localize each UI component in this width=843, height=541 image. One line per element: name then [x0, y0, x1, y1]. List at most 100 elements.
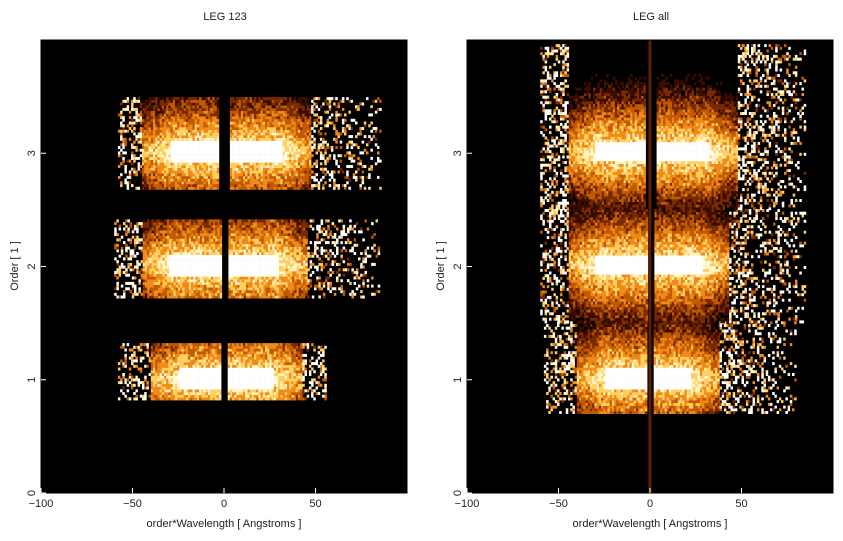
heat-cell	[210, 227, 214, 231]
heat-cell	[261, 235, 264, 239]
heat-cell	[183, 159, 187, 163]
heat-cell	[292, 295, 295, 299]
heat-cell	[336, 246, 339, 250]
heat-cell	[193, 284, 196, 288]
heat-cell	[194, 165, 198, 168]
heat-cell	[213, 252, 216, 255]
heat-cell	[188, 373, 191, 376]
heat-cell	[142, 260, 146, 264]
heat-cell	[232, 271, 236, 274]
heat-cell	[202, 257, 205, 261]
heat-cell	[216, 373, 220, 376]
heat-cell	[169, 241, 172, 245]
heat-cell	[175, 370, 178, 374]
heat-cell	[315, 173, 318, 177]
heat-cell	[303, 284, 306, 288]
heat-cell	[166, 279, 170, 283]
heat-cell	[297, 392, 301, 395]
heat-cell	[199, 271, 203, 274]
heat-cell	[240, 373, 244, 376]
heat-cell	[278, 386, 281, 390]
heat-cell	[249, 362, 253, 366]
heat-cell	[175, 175, 178, 179]
heat-cell	[193, 241, 196, 245]
heat-cell	[256, 356, 259, 360]
heat-cell	[168, 162, 171, 166]
heat-cell	[180, 279, 183, 283]
heat-cell	[157, 159, 160, 163]
heat-cell	[186, 230, 190, 234]
heat-cell	[267, 246, 271, 250]
heat-cell	[305, 265, 308, 269]
heat-cell	[282, 364, 286, 368]
heat-cell	[250, 252, 253, 255]
heat-cell	[278, 356, 281, 360]
heat-cell	[217, 230, 220, 234]
heat-cell	[134, 290, 137, 294]
heat-cell	[214, 378, 217, 382]
heat-cell	[194, 383, 198, 387]
heat-cell	[214, 173, 217, 177]
heat-cell	[218, 389, 222, 393]
heat-cell	[128, 170, 132, 174]
heat-cell	[276, 181, 279, 185]
heat-cell	[170, 375, 174, 379]
heat-cell	[259, 287, 262, 291]
heat-cell	[196, 348, 200, 352]
heat-cell	[203, 375, 206, 379]
heat-cell	[175, 397, 178, 401]
heat-cell	[210, 246, 214, 250]
heat-cell	[160, 271, 163, 274]
heat-cell	[208, 262, 212, 266]
heat-cell	[361, 165, 365, 168]
heat-cell	[186, 257, 190, 261]
heat-cell	[180, 276, 183, 280]
heat-cell	[210, 165, 213, 168]
heat-cell	[263, 222, 266, 226]
heat-cell	[217, 281, 220, 285]
heat-cell	[230, 284, 234, 288]
heat-cell	[175, 252, 179, 255]
heat-cell	[289, 241, 293, 245]
heat-cell	[273, 362, 277, 366]
heat-cell	[265, 262, 269, 266]
heat-cell	[193, 276, 196, 280]
heat-cell	[168, 383, 171, 387]
heat-cell	[188, 364, 191, 368]
heat-cell	[186, 290, 190, 294]
heat-cell	[263, 233, 266, 236]
heat-cell	[127, 227, 130, 231]
heat-cell	[294, 262, 297, 266]
heat-cell	[177, 262, 181, 266]
heat-cell	[256, 175, 259, 179]
heat-cell	[147, 281, 150, 285]
heat-cell	[355, 276, 359, 280]
heat-cell	[169, 276, 172, 280]
heat-cell	[171, 235, 174, 239]
heat-cell	[153, 364, 156, 368]
heat-cell	[287, 268, 291, 272]
heat-cell	[195, 246, 198, 250]
heat-cell	[247, 184, 250, 188]
heat-cell	[183, 383, 187, 387]
heat-cell	[199, 167, 202, 171]
heat-cell	[319, 348, 323, 352]
heat-cell	[202, 273, 205, 277]
heat-cell	[249, 162, 253, 166]
heat-cell	[179, 186, 182, 190]
heat-cell	[212, 394, 215, 398]
heat-cell	[197, 230, 201, 234]
heat-cell	[170, 378, 174, 382]
heat-cell	[267, 292, 271, 296]
heat-cell	[171, 224, 174, 228]
heat-cell	[270, 219, 273, 223]
heat-cell	[360, 230, 363, 234]
heat-cell	[272, 276, 275, 280]
heat-cell	[137, 165, 141, 168]
heat-cell	[335, 162, 338, 166]
heat-cell	[283, 219, 286, 223]
heat-cell	[230, 235, 234, 239]
heat-cell	[217, 295, 220, 299]
heat-cell	[307, 268, 310, 272]
heat-cell	[208, 219, 212, 223]
